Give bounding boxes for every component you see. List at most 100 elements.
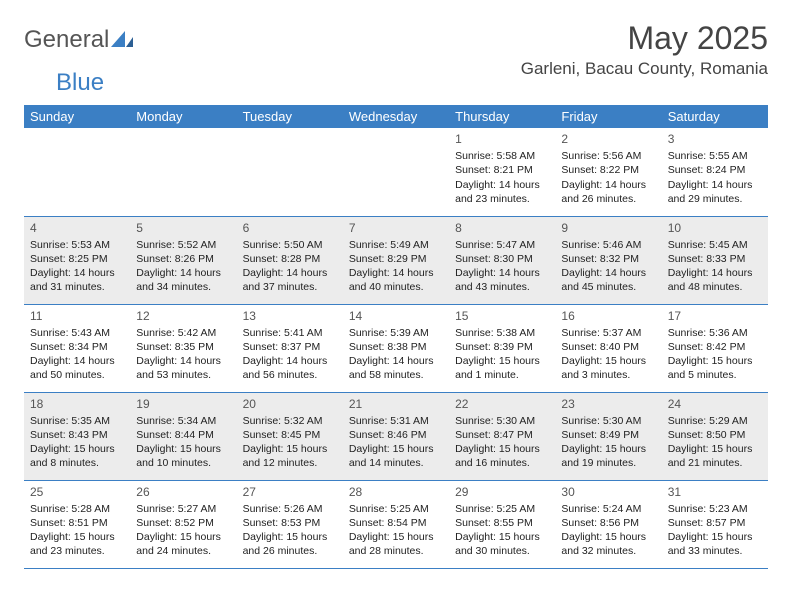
- day-number: 17: [668, 308, 762, 324]
- daylight-text: Daylight: 15 hours and 14 minutes.: [349, 442, 443, 470]
- sunset-text: Sunset: 8:28 PM: [243, 252, 337, 266]
- daylight-text: Daylight: 15 hours and 33 minutes.: [668, 530, 762, 558]
- sunrise-text: Sunrise: 5:58 AM: [455, 149, 549, 163]
- sunrise-text: Sunrise: 5:35 AM: [30, 414, 124, 428]
- calendar-cell: 3Sunrise: 5:55 AMSunset: 8:24 PMDaylight…: [662, 128, 768, 216]
- calendar-cell: 10Sunrise: 5:45 AMSunset: 8:33 PMDayligh…: [662, 216, 768, 304]
- day-number: 16: [561, 308, 655, 324]
- day-number: 9: [561, 220, 655, 236]
- calendar-cell: 5Sunrise: 5:52 AMSunset: 8:26 PMDaylight…: [130, 216, 236, 304]
- calendar-week: 25Sunrise: 5:28 AMSunset: 8:51 PMDayligh…: [24, 480, 768, 568]
- calendar-cell: 13Sunrise: 5:41 AMSunset: 8:37 PMDayligh…: [237, 304, 343, 392]
- daylight-text: Daylight: 14 hours and 40 minutes.: [349, 266, 443, 294]
- calendar-cell: 22Sunrise: 5:30 AMSunset: 8:47 PMDayligh…: [449, 392, 555, 480]
- day-number: 8: [455, 220, 549, 236]
- sunrise-text: Sunrise: 5:29 AM: [668, 414, 762, 428]
- sunset-text: Sunset: 8:52 PM: [136, 516, 230, 530]
- day-number: 7: [349, 220, 443, 236]
- calendar-week: 4Sunrise: 5:53 AMSunset: 8:25 PMDaylight…: [24, 216, 768, 304]
- daylight-text: Daylight: 14 hours and 56 minutes.: [243, 354, 337, 382]
- sunset-text: Sunset: 8:46 PM: [349, 428, 443, 442]
- sunrise-text: Sunrise: 5:37 AM: [561, 326, 655, 340]
- calendar-cell: 4Sunrise: 5:53 AMSunset: 8:25 PMDaylight…: [24, 216, 130, 304]
- day-number: 14: [349, 308, 443, 324]
- day-header: Thursday: [449, 105, 555, 128]
- daylight-text: Daylight: 15 hours and 3 minutes.: [561, 354, 655, 382]
- sunset-text: Sunset: 8:32 PM: [561, 252, 655, 266]
- sunrise-text: Sunrise: 5:46 AM: [561, 238, 655, 252]
- daylight-text: Daylight: 15 hours and 21 minutes.: [668, 442, 762, 470]
- daylight-text: Daylight: 14 hours and 23 minutes.: [455, 178, 549, 206]
- sunset-text: Sunset: 8:49 PM: [561, 428, 655, 442]
- calendar-cell: 31Sunrise: 5:23 AMSunset: 8:57 PMDayligh…: [662, 480, 768, 568]
- day-number: 18: [30, 396, 124, 412]
- sunrise-text: Sunrise: 5:28 AM: [30, 502, 124, 516]
- sunrise-text: Sunrise: 5:41 AM: [243, 326, 337, 340]
- calendar-cell: 25Sunrise: 5:28 AMSunset: 8:51 PMDayligh…: [24, 480, 130, 568]
- calendar-cell: 11Sunrise: 5:43 AMSunset: 8:34 PMDayligh…: [24, 304, 130, 392]
- logo-word1: General: [24, 26, 109, 54]
- day-header-row: SundayMondayTuesdayWednesdayThursdayFrid…: [24, 105, 768, 128]
- sunset-text: Sunset: 8:55 PM: [455, 516, 549, 530]
- sunrise-text: Sunrise: 5:30 AM: [455, 414, 549, 428]
- day-number: 12: [136, 308, 230, 324]
- calendar-cell: 12 Sunrise: 5:42 AMSunset: 8:35 PMDayligh…: [130, 304, 236, 392]
- day-number: 21: [349, 396, 443, 412]
- day-number: 25: [30, 484, 124, 500]
- sunrise-text: Sunrise: 5:25 AM: [349, 502, 443, 516]
- month-title: May 2025: [521, 20, 768, 57]
- calendar-cell: 29Sunrise: 5:25 AMSunset: 8:55 PMDayligh…: [449, 480, 555, 568]
- day-number: 10: [668, 220, 762, 236]
- daylight-text: Daylight: 14 hours and 53 minutes.: [136, 354, 230, 382]
- sunrise-text: Sunrise: 5:38 AM: [455, 326, 549, 340]
- calendar-cell: [130, 128, 236, 216]
- sunrise-text: Sunrise: 5:32 AM: [243, 414, 337, 428]
- calendar-week: 11Sunrise: 5:43 AMSunset: 8:34 PMDayligh…: [24, 304, 768, 392]
- day-number: 28: [349, 484, 443, 500]
- day-number: 2: [561, 131, 655, 147]
- calendar-cell: 20Sunrise: 5:32 AMSunset: 8:45 PMDayligh…: [237, 392, 343, 480]
- calendar-cell: [343, 128, 449, 216]
- sunset-text: Sunset: 8:26 PM: [136, 252, 230, 266]
- day-number: 29: [455, 484, 549, 500]
- daylight-text: Daylight: 14 hours and 37 minutes.: [243, 266, 337, 294]
- daylight-text: Daylight: 15 hours and 19 minutes.: [561, 442, 655, 470]
- daylight-text: Daylight: 14 hours and 29 minutes.: [668, 178, 762, 206]
- sunset-text: Sunset: 8:39 PM: [455, 340, 549, 354]
- sunrise-text: Sunrise: 5:45 AM: [668, 238, 762, 252]
- sunset-text: Sunset: 8:40 PM: [561, 340, 655, 354]
- day-number: 20: [243, 396, 337, 412]
- calendar-cell: 2Sunrise: 5:56 AMSunset: 8:22 PMDaylight…: [555, 128, 661, 216]
- sunset-text: Sunset: 8:29 PM: [349, 252, 443, 266]
- sunrise-text: Sunrise: 5:23 AM: [668, 502, 762, 516]
- day-number: 30: [561, 484, 655, 500]
- sunrise-text: Sunrise: 5:39 AM: [349, 326, 443, 340]
- calendar-head: SundayMondayTuesdayWednesdayThursdayFrid…: [24, 105, 768, 128]
- calendar-table: SundayMondayTuesdayWednesdayThursdayFrid…: [24, 105, 768, 569]
- calendar-week: 18Sunrise: 5:35 AMSunset: 8:43 PMDayligh…: [24, 392, 768, 480]
- calendar-body: 1Sunrise: 5:58 AMSunset: 8:21 PMDaylight…: [24, 128, 768, 568]
- sunset-text: Sunset: 8:43 PM: [30, 428, 124, 442]
- day-number: 4: [30, 220, 124, 236]
- daylight-text: Daylight: 14 hours and 48 minutes.: [668, 266, 762, 294]
- sunrise-text: Sunrise: 5:47 AM: [455, 238, 549, 252]
- sunrise-text: Sunrise: 5:31 AM: [349, 414, 443, 428]
- sunrise-text: Sunrise: 5:53 AM: [30, 238, 124, 252]
- sunrise-text: Sunrise: 5:43 AM: [30, 326, 124, 340]
- daylight-text: Daylight: 15 hours and 8 minutes.: [30, 442, 124, 470]
- daylight-text: Daylight: 14 hours and 58 minutes.: [349, 354, 443, 382]
- daylight-text: Daylight: 15 hours and 5 minutes.: [668, 354, 762, 382]
- sunrise-text: Sunrise: 5:49 AM: [349, 238, 443, 252]
- sunset-text: Sunset: 8:53 PM: [243, 516, 337, 530]
- daylight-text: Daylight: 14 hours and 45 minutes.: [561, 266, 655, 294]
- logo-sail-icon: [111, 31, 133, 49]
- daylight-text: Daylight: 15 hours and 10 minutes.: [136, 442, 230, 470]
- day-header: Tuesday: [237, 105, 343, 128]
- calendar-cell: 7 Sunrise: 5:49 AMSunset: 8:29 PMDaylight…: [343, 216, 449, 304]
- sunset-text: Sunset: 8:35 PM: [136, 340, 230, 354]
- sunrise-text: Sunrise: 5:26 AM: [243, 502, 337, 516]
- sunrise-text: Sunrise: 5:30 AM: [561, 414, 655, 428]
- sunrise-text: Sunrise: 5:42 AM: [136, 326, 230, 340]
- sunrise-text: Sunrise: 5:56 AM: [561, 149, 655, 163]
- day-number: 23: [561, 396, 655, 412]
